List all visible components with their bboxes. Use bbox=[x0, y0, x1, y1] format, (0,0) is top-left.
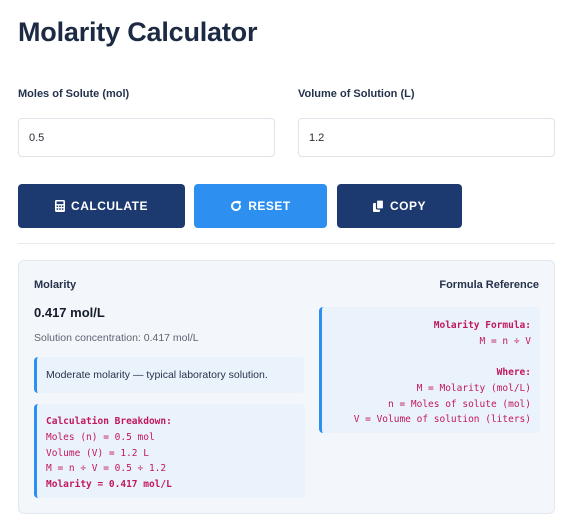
volume-input[interactable] bbox=[298, 118, 555, 157]
result-label: Molarity bbox=[34, 279, 77, 291]
copy-button[interactable]: COPY bbox=[337, 184, 462, 228]
calculator-icon bbox=[55, 200, 66, 212]
copy-icon bbox=[372, 200, 384, 212]
formula-expression: M = n ÷ V bbox=[479, 335, 531, 347]
moles-input[interactable] bbox=[18, 118, 275, 157]
breakdown-line: Volume (V) = 1.2 L bbox=[46, 447, 149, 459]
formula-definition: V = Volume of solution (liters) bbox=[353, 414, 531, 426]
formula-spacer bbox=[322, 349, 531, 365]
copy-button-label: COPY bbox=[389, 199, 426, 213]
moles-label: Moles of Solute (mol) bbox=[18, 88, 130, 100]
interpretation-note: Moderate molarity — typical laboratory s… bbox=[34, 357, 304, 393]
volume-label: Volume of Solution (L) bbox=[298, 88, 415, 100]
reset-button[interactable]: RESET bbox=[194, 184, 327, 228]
calculation-breakdown: Calculation Breakdown: Moles (n) = 0.5 m… bbox=[34, 404, 305, 498]
result-subtext: Solution concentration: 0.417 mol/L bbox=[34, 332, 199, 344]
result-panel: Molarity 0.417 mol/L Solution concentrat… bbox=[18, 260, 555, 514]
breakdown-line: Moles (n) = 0.5 mol bbox=[46, 431, 155, 443]
formula-definition: n = Moles of solute (mol) bbox=[388, 398, 531, 410]
reset-button-label: RESET bbox=[248, 199, 291, 213]
result-value: 0.417 mol/L bbox=[34, 305, 105, 320]
breakdown-title: Calculation Breakdown: bbox=[46, 416, 172, 427]
formula-where: Where: bbox=[496, 367, 531, 379]
divider bbox=[18, 243, 555, 244]
page-title: Molarity Calculator bbox=[18, 17, 258, 47]
formula-reference-title: Formula Reference bbox=[439, 279, 539, 291]
formula-heading: Molarity Formula: bbox=[433, 320, 531, 331]
breakdown-line: M = n ÷ V = 0.5 ÷ 1.2 bbox=[46, 463, 167, 475]
formula-reference: Molarity Formula: M = n ÷ V Where: M = M… bbox=[319, 307, 540, 433]
redo-icon bbox=[230, 200, 242, 212]
breakdown-final: Molarity = 0.417 mol/L bbox=[46, 479, 172, 491]
calculate-button-label: CALCULATE bbox=[71, 199, 148, 213]
calculate-button[interactable]: CALCULATE bbox=[18, 184, 185, 228]
formula-definition: M = Molarity (mol/L) bbox=[416, 382, 531, 394]
